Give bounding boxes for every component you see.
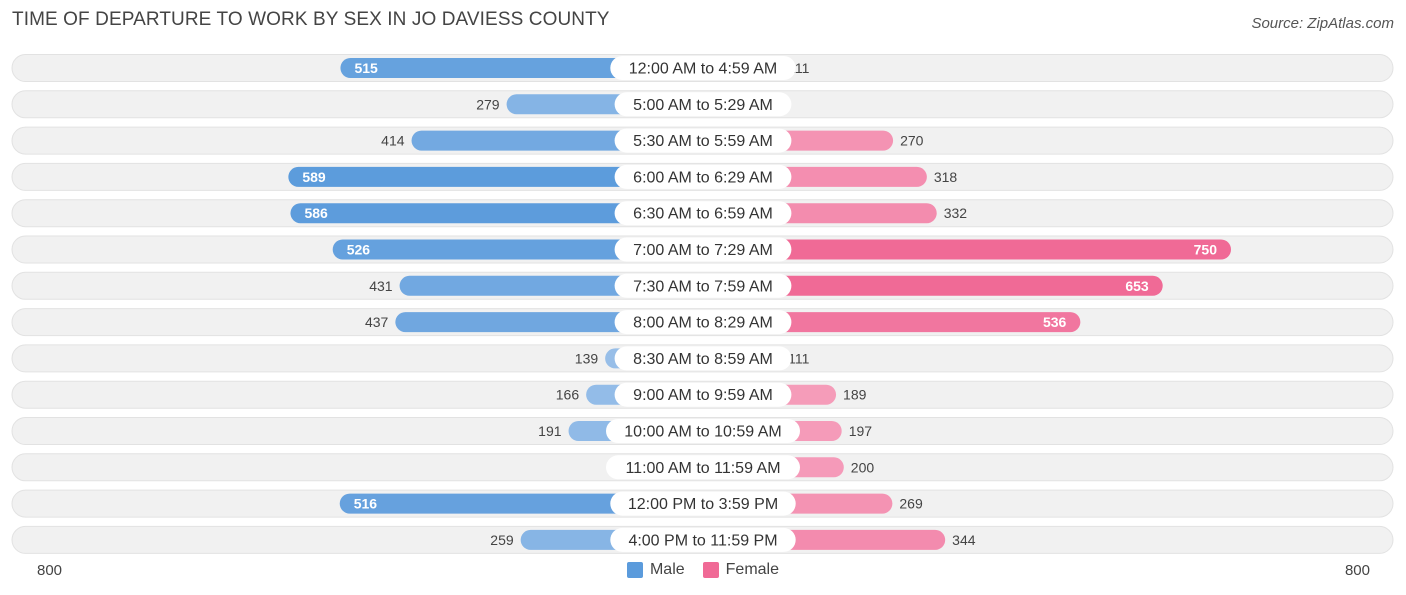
category-label: 10:00 AM to 10:59 AM bbox=[624, 424, 781, 441]
category-pill bbox=[614, 382, 792, 407]
category-pill bbox=[606, 455, 800, 480]
female-bar bbox=[703, 275, 1163, 296]
legend-label-male: Male bbox=[649, 561, 685, 578]
category-pill bbox=[614, 346, 792, 371]
category-pill bbox=[614, 201, 792, 226]
male-bar bbox=[288, 166, 703, 187]
legend-item-female: Female bbox=[702, 561, 780, 579]
category-pill bbox=[614, 164, 792, 189]
category-label: 12:00 PM to 3:59 PM bbox=[628, 496, 778, 513]
female-value-label: 536 bbox=[1043, 314, 1067, 330]
chart-title: TIME OF DEPARTURE TO WORK BY SEX IN JO D… bbox=[12, 9, 610, 30]
male-value-label: 589 bbox=[302, 169, 326, 185]
category-pill bbox=[610, 491, 796, 516]
category-pill bbox=[614, 128, 792, 153]
male-value-label: 515 bbox=[354, 60, 378, 76]
female-value-label: 200 bbox=[851, 459, 875, 475]
legend-swatch-male bbox=[626, 562, 643, 578]
category-label: 4:00 PM to 11:59 PM bbox=[628, 532, 777, 549]
category-label: 8:00 AM to 8:29 AM bbox=[633, 315, 773, 332]
category-label: 9:00 AM to 9:59 AM bbox=[633, 387, 773, 404]
category-pill bbox=[610, 56, 796, 80]
female-value-label: 270 bbox=[900, 133, 924, 149]
female-value-label: 653 bbox=[1125, 278, 1149, 294]
female-value-label: 332 bbox=[944, 205, 968, 221]
category-label: 7:00 AM to 7:29 AM bbox=[633, 242, 773, 259]
category-pill bbox=[614, 273, 792, 298]
source-label: Source: ZipAtlas.com bbox=[1251, 15, 1394, 32]
legend-label-female: Female bbox=[725, 561, 780, 578]
male-value-label: 437 bbox=[365, 314, 389, 330]
category-label: 5:00 AM to 5:29 AM bbox=[633, 97, 773, 114]
category-pill bbox=[614, 92, 792, 117]
male-bar bbox=[332, 239, 703, 260]
legend-item-male: Male bbox=[626, 561, 685, 579]
legend-swatch-female bbox=[702, 562, 719, 578]
category-pill bbox=[614, 310, 792, 335]
male-value-label: 191 bbox=[538, 423, 562, 439]
male-bar bbox=[290, 203, 703, 224]
legend: Male Female bbox=[0, 561, 1406, 579]
category-label: 6:30 AM to 6:59 AM bbox=[633, 206, 773, 223]
category-pill bbox=[610, 527, 796, 552]
male-value-label: 431 bbox=[369, 278, 393, 294]
male-value-label: 166 bbox=[556, 387, 580, 403]
category-label: 12:00 AM to 4:59 AM bbox=[629, 61, 778, 78]
male-value-label: 414 bbox=[381, 133, 405, 149]
axis-left-label: 800 bbox=[37, 562, 63, 579]
female-bar bbox=[703, 239, 1231, 260]
male-value-label: 526 bbox=[347, 242, 371, 258]
female-value-label: 750 bbox=[1194, 242, 1218, 258]
female-value-label: 318 bbox=[934, 169, 958, 185]
category-label: 5:30 AM to 5:59 AM bbox=[633, 133, 773, 150]
male-value-label: 279 bbox=[476, 96, 500, 112]
male-value-label: 139 bbox=[575, 350, 599, 366]
category-label: 7:30 AM to 7:59 AM bbox=[633, 278, 773, 295]
category-label: 11:00 AM to 11:59 AM bbox=[625, 460, 780, 477]
female-value-label: 197 bbox=[849, 423, 873, 439]
female-value-label: 269 bbox=[899, 496, 923, 512]
category-pill bbox=[606, 419, 800, 443]
category-pill bbox=[614, 237, 792, 262]
female-value-label: 111 bbox=[788, 350, 809, 366]
female-bar bbox=[703, 312, 1081, 333]
category-label: 8:30 AM to 8:59 AM bbox=[633, 351, 773, 368]
category-label: 6:00 AM to 6:29 AM bbox=[633, 169, 773, 186]
axis-right-label: 800 bbox=[1344, 562, 1370, 579]
male-value-label: 516 bbox=[354, 496, 378, 512]
female-value-label: 344 bbox=[952, 532, 976, 548]
female-value-label: 189 bbox=[843, 387, 867, 403]
male-value-label: 586 bbox=[304, 205, 328, 221]
male-value-label: 259 bbox=[490, 532, 514, 548]
